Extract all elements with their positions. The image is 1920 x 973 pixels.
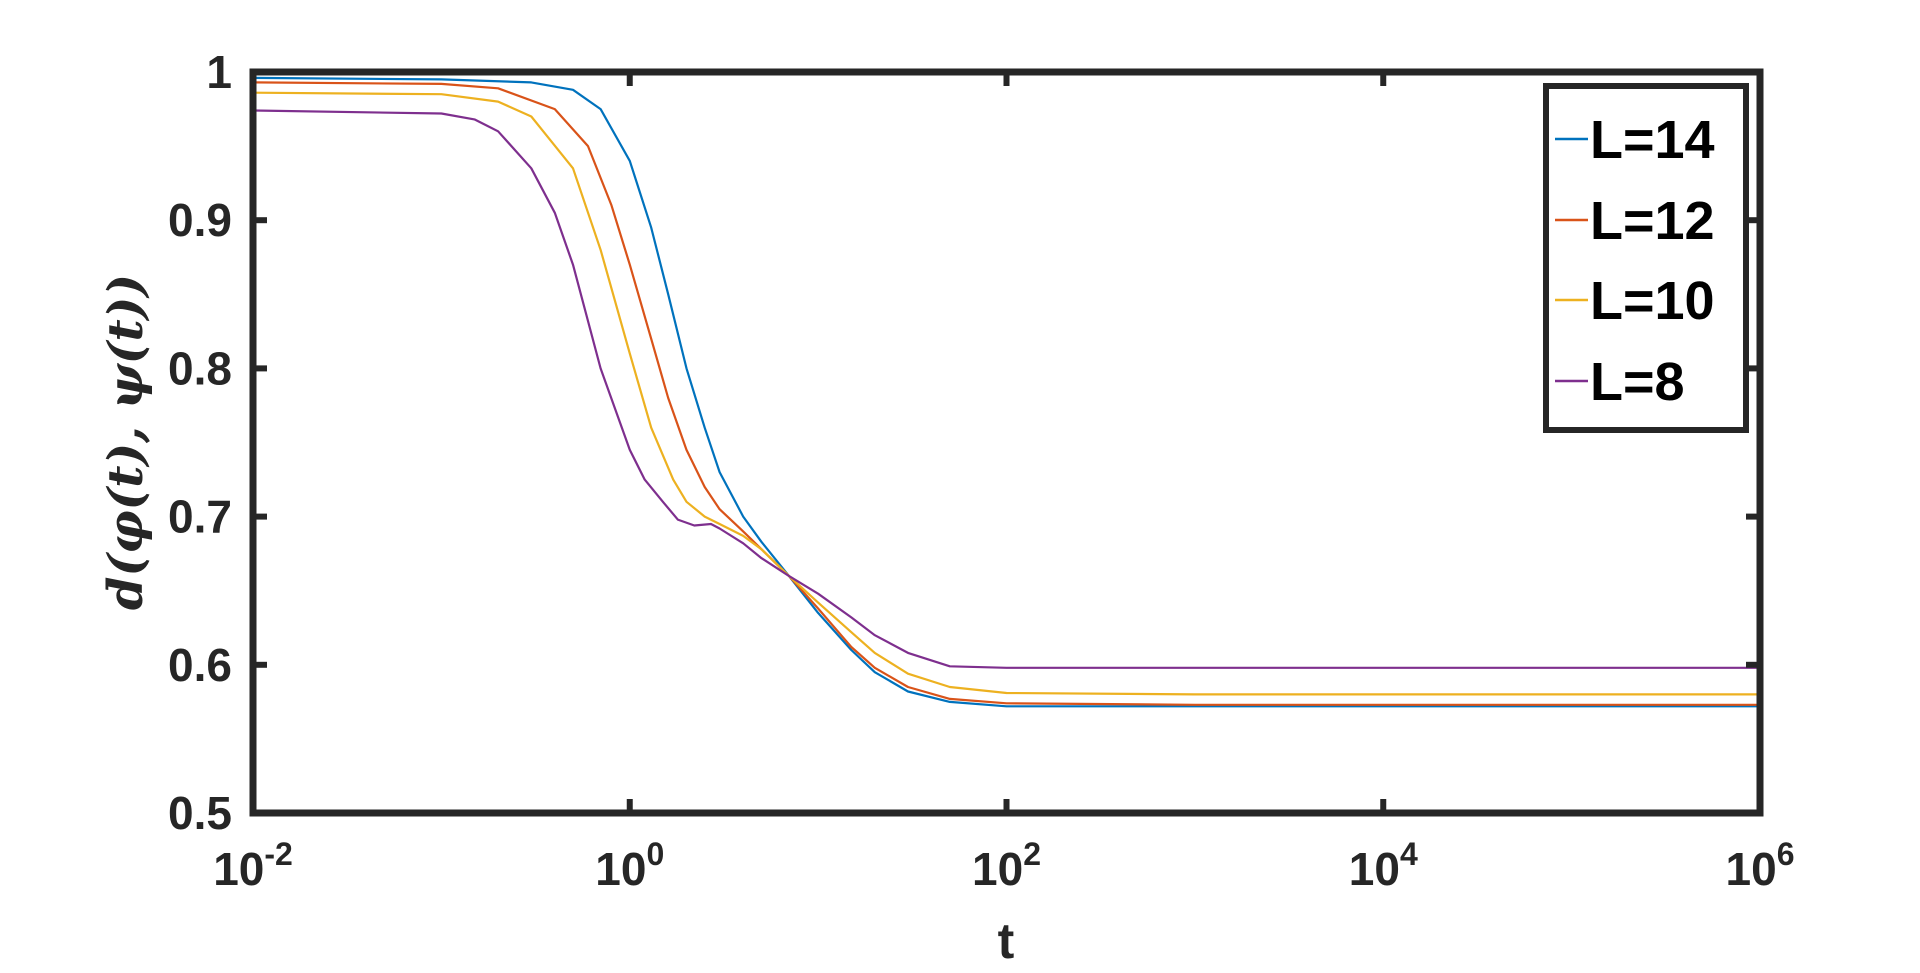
series-line-l-8	[252, 109, 1760, 669]
x-tick-label: 106	[1726, 836, 1795, 895]
x-axis-title: t	[998, 913, 1015, 969]
legend-label: L=14	[1590, 110, 1715, 170]
plot-frame	[249, 68, 1764, 817]
legend-box	[1543, 83, 1749, 433]
legend-label: L=8	[1590, 352, 1685, 412]
legend-label: L=10	[1590, 271, 1715, 331]
x-tick-label: 104	[1349, 836, 1418, 895]
series-line-l-10	[252, 91, 1760, 696]
series-layer	[252, 76, 1760, 708]
series-line-l-14	[252, 76, 1760, 708]
y-axis-title: d(φ(t), ψ(t))	[98, 274, 154, 610]
y-tick-label: 0.8	[168, 342, 232, 394]
y-tick-label: 1	[206, 46, 232, 98]
series-line-l-12	[252, 81, 1760, 706]
y-tick-label: 0.5	[168, 787, 232, 839]
legend-label: L=12	[1590, 191, 1715, 251]
x-tick-label: 100	[595, 836, 664, 895]
legend: L=14 L=12 L=10 L=8	[1543, 83, 1749, 433]
plot-background	[253, 72, 1760, 813]
y-tick-label: 0.6	[168, 639, 232, 691]
x-tick-label: 10-2	[213, 836, 293, 895]
y-tick-label: 0.9	[168, 194, 232, 246]
y-tick-label: 0.7	[168, 491, 232, 543]
y-tick-labels: 0.5 0.6 0.7 0.8 0.9 1	[168, 46, 232, 839]
x-tick-labels: 10-2 100 102 104 106	[213, 836, 1794, 895]
x-tick-label: 102	[972, 836, 1041, 895]
